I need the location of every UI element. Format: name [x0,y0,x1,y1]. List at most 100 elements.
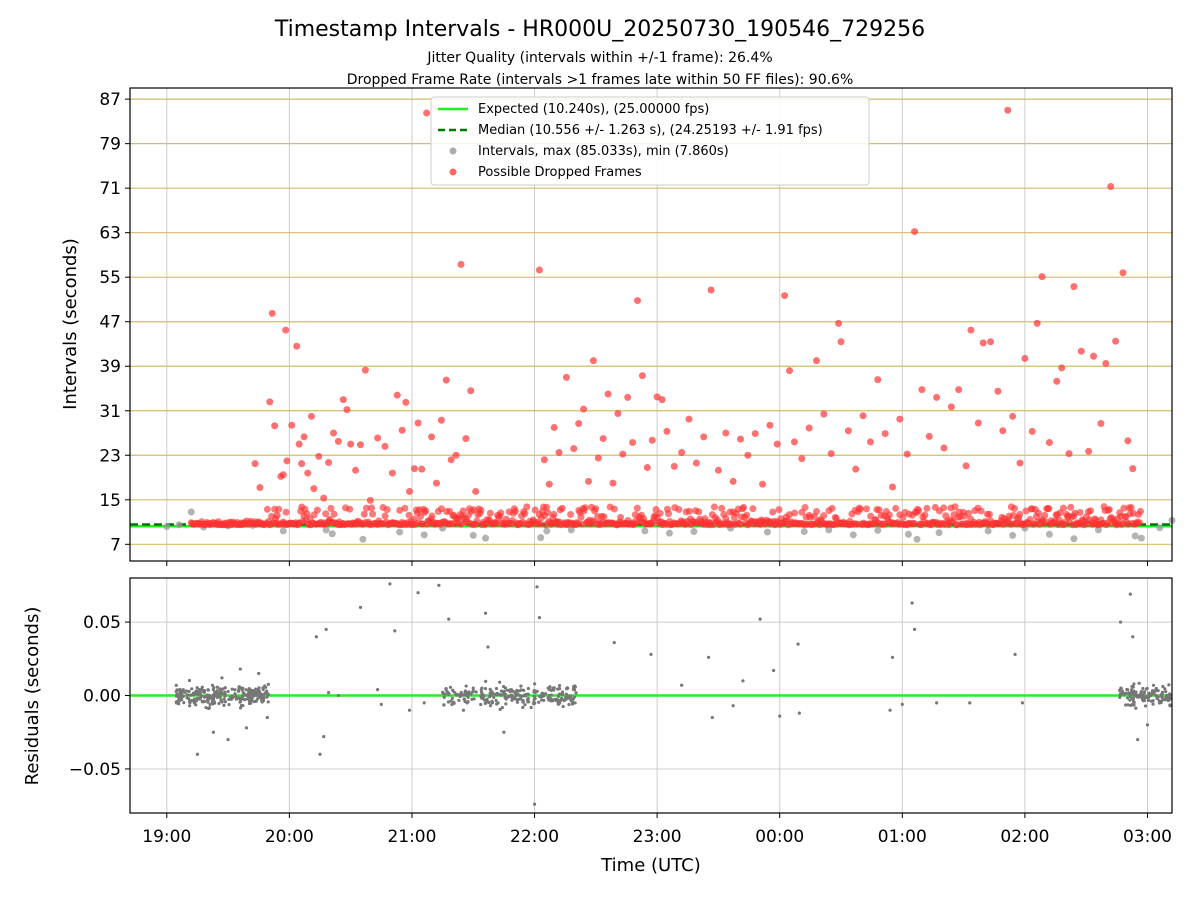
chart-subtitle-jitter: Jitter Quality (intervals within +/-1 fr… [426,50,772,66]
residual-point [226,737,230,742]
interval-point [1009,531,1017,539]
residual-point [490,691,495,695]
dropped-frame-point [543,503,551,511]
dropped-frame-point [381,442,389,450]
dropped-frame-point [801,503,809,511]
residual-point [237,696,241,700]
residual-point [1121,689,1125,694]
interval-point [322,526,330,534]
residual-point [388,582,392,586]
residual-point [570,702,575,706]
residual-point [796,642,800,646]
interval-point [543,527,551,535]
residual-point [178,687,182,692]
dropped-frame-point [393,391,401,399]
interval-point [469,531,477,539]
dropped-frame-point [617,513,625,521]
residual-point [499,689,504,693]
residual-point [890,655,895,659]
residual-point [211,730,215,734]
residual-point [1138,692,1143,696]
residual-point [220,676,224,680]
residual-point [221,691,225,696]
dropped-frame-point [521,510,529,518]
residual-point [526,686,530,691]
dropped-frame-point [685,415,693,423]
dropped-frame-point [423,109,431,117]
dropped-frame-point [844,427,852,435]
residual-point [572,695,577,699]
dropped-frame-point [293,342,301,350]
dropped-frame-point [648,436,656,444]
intervals-y-tick-label: 23 [99,446,121,466]
residual-point [481,694,485,698]
residual-point [1129,693,1133,697]
dropped-frame-point [462,435,470,443]
dropped-frame-point [798,455,806,463]
dropped-frame-point [368,504,376,512]
residual-point [217,701,221,706]
residual-point [574,691,578,695]
residual-point [547,695,551,699]
residual-point [1128,592,1132,596]
residual-point [1131,697,1135,701]
dropped-frame-point [820,410,828,418]
residual-point [1132,682,1136,686]
residual-point [1163,698,1167,702]
residual-point [205,693,209,697]
dropped-frame-point [892,504,900,512]
dropped-frame-point [955,386,963,394]
dropped-frame-point [714,466,722,474]
residual-point [1145,686,1149,691]
residual-point [1167,683,1171,687]
residual-point [263,684,267,688]
residual-point [1141,686,1145,691]
interval-point [163,522,171,530]
residual-point [1132,703,1136,707]
residual-point [888,708,892,712]
residual-point [222,697,226,701]
intervals-legend: Expected (10.240s), (25.00000 fps) Media… [430,96,870,186]
x-axis-label: Time (UTC) [600,855,701,876]
dropped-frame-point [604,390,612,398]
residual-point [204,705,208,710]
residual-point [1151,691,1155,696]
dropped-frame-point [663,427,671,435]
dropped-frame-point [1059,504,1067,512]
residual-point [1131,685,1135,689]
dropped-frame-point [1129,465,1137,473]
residual-point [525,698,530,702]
dropped-frame-point [536,520,544,528]
x-tick-label: 01:00 [878,827,927,847]
dropped-frame-point [786,367,794,375]
residual-point [571,685,576,689]
interval-point [1045,530,1053,538]
residuals-y-tick-label: 0.05 [83,613,121,633]
residual-point [246,692,250,697]
residual-point [540,694,544,699]
dropped-frame-point [339,396,347,404]
residual-point [1160,695,1164,700]
dropped-frame-point [268,309,276,317]
residual-point [241,686,245,690]
residual-point [239,703,243,708]
intervals-points [163,106,1176,543]
dropped-frame-point [1041,511,1049,519]
residual-point [175,688,180,692]
dropped-frame-point [251,460,259,468]
dropped-frame-point [1085,447,1093,455]
dropped-frame-point [812,357,820,365]
residual-point [234,695,238,699]
residual-point [771,668,776,673]
dropped-frame-point [1038,273,1046,281]
legend-intervals-marker [449,147,457,155]
residual-point [229,697,234,701]
residual-point [1161,684,1165,689]
residual-point [462,697,466,701]
dropped-frame-point [678,448,686,456]
dropped-frame-point [665,510,673,518]
residual-point [542,698,546,703]
residual-point [567,702,571,707]
residual-point [207,696,211,700]
